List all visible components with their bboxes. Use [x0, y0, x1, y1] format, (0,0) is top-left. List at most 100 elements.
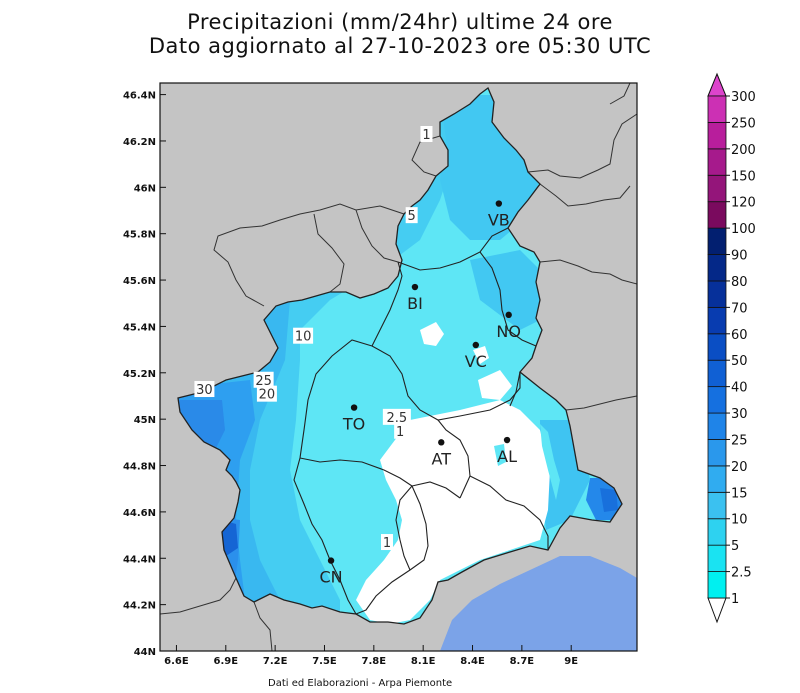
colorbar-swatch — [707, 412, 727, 440]
colorbar-swatch — [707, 571, 727, 599]
city-label-at: AT — [432, 449, 452, 468]
lat-tick-label: 44.4N — [123, 554, 156, 565]
lat-tick-label: 44.8N — [123, 462, 156, 473]
colorbar-swatch — [707, 201, 727, 229]
neighbour-borders — [160, 83, 637, 651]
city-at: AT — [432, 439, 452, 468]
colorbar-legend: 1 2.5 5 10 15 20 25 30 40 50 60 70 80 90 100 120 150 200 2… — [707, 72, 756, 624]
lon-tick-label: 8.1E — [411, 656, 436, 667]
colorbar-level-label: 1 — [731, 592, 739, 607]
colorbar-swatch — [707, 122, 727, 150]
colorbar-level-label: 2.5 — [731, 566, 752, 581]
data-credit: Dati ed Elaborazioni - Arpa Piemonte — [268, 678, 453, 689]
contour-label: 30 — [194, 381, 215, 398]
colorbar-level-label: 300 — [731, 90, 756, 105]
contour-label: 10 — [293, 327, 314, 345]
region-border — [177, 86, 623, 625]
colorbar-swatch — [707, 439, 727, 467]
lat-tick-label: 45.4N — [123, 322, 156, 333]
city-label-bi: BI — [407, 294, 423, 313]
colorbar-level-label: 40 — [731, 381, 748, 396]
city-markers: VB BI NO VC TO AT AL CN — [319, 200, 521, 587]
contour-label: 25 — [253, 371, 274, 389]
svg-text:2.5: 2.5 — [387, 411, 408, 426]
colorbar-level-label: 25 — [731, 433, 748, 448]
colorbar-swatch — [707, 333, 727, 361]
colorbar-under-arrow — [707, 597, 727, 624]
lon-tick-label: 7.5E — [312, 656, 337, 667]
contour-label: 1 — [420, 126, 433, 143]
lat-tick-label: 45.2N — [123, 369, 156, 380]
colorbar-swatch — [707, 280, 727, 308]
lat-tick-label: 44N — [134, 647, 156, 658]
city-label-no: NO — [496, 322, 521, 341]
sea-area — [440, 556, 637, 651]
colorbar-swatch — [707, 174, 727, 203]
province-borders — [293, 227, 549, 615]
colorbar-level-label: 15 — [731, 486, 748, 501]
svg-text:1: 1 — [383, 536, 391, 551]
lat-tick-label: 45N — [134, 415, 156, 426]
colorbar-level-label: 50 — [731, 354, 748, 369]
city-to: TO — [342, 404, 365, 434]
svg-text:5: 5 — [408, 209, 416, 224]
city-label-to: TO — [342, 415, 365, 434]
city-no: NO — [496, 311, 521, 341]
lat-tick-label: 44.6N — [123, 508, 156, 519]
colorbar-swatch — [707, 544, 727, 572]
colorbar-swatch — [707, 491, 727, 520]
contour-label: 1 — [380, 534, 393, 551]
colorbar-level-label: 30 — [731, 407, 748, 422]
lon-tick-label: 8.7E — [510, 656, 535, 667]
city-label-cn: CN — [319, 568, 342, 587]
lat-tick-label: 46.4N — [123, 91, 156, 102]
colorbar-swatch — [707, 148, 727, 176]
map-frame — [159, 82, 638, 652]
lat-tick-label: 46.2N — [123, 137, 156, 148]
lat-tick-label: 44.2N — [123, 601, 156, 612]
lon-tick-label: 7.2E — [263, 656, 288, 667]
longitude-axis: 6.6E 6.9E 7.2E 7.5E 7.8E 8.1E 8.4E 8.7E 9E — [164, 645, 578, 667]
colorbar-swatch — [707, 306, 727, 335]
lat-tick-label: 46N — [134, 183, 156, 194]
colorbar-level-label: 80 — [731, 275, 748, 290]
colorbar-level-label: 100 — [731, 222, 756, 237]
contour-label: 2.5 — [382, 408, 411, 426]
lat-tick-label: 45.6N — [123, 276, 156, 287]
colorbar-level-label: 20 — [731, 460, 748, 475]
contour-label: 20 — [256, 385, 277, 403]
colorbar-level-label: 10 — [731, 513, 748, 528]
contour-label: 5 — [405, 207, 418, 224]
colorbar-swatch — [707, 95, 727, 123]
colorbar-level-label: 250 — [731, 116, 756, 131]
city-label-al: AL — [497, 447, 517, 466]
map-title-line1: Precipitazioni (mm/24hr) ultime 24 ore — [187, 10, 613, 34]
colorbar-level-label: 5 — [731, 539, 739, 554]
colorbar-swatch — [707, 227, 727, 255]
colorbar-level-label: 70 — [731, 301, 748, 316]
colorbar-swatch — [707, 518, 727, 546]
colorbar-swatch — [707, 386, 727, 414]
lon-tick-label: 6.6E — [164, 656, 189, 667]
svg-text:10: 10 — [295, 330, 312, 345]
map-title-line2: Dato aggiornato al 27-10-2023 ore 05:30 … — [148, 34, 652, 58]
city-vc: VC — [465, 341, 487, 371]
svg-text:25: 25 — [255, 374, 272, 389]
lon-tick-label: 9E — [564, 656, 578, 667]
contour-labels: 1 5 10 25 20 30 2.5 1 1 — [194, 126, 433, 551]
colorbar-level-label: 120 — [731, 196, 756, 211]
city-al: AL — [497, 436, 517, 466]
city-bi: BI — [407, 283, 423, 313]
colorbar-level-label: 60 — [731, 328, 748, 343]
colorbar-swatch — [707, 465, 727, 493]
city-vb: VB — [488, 200, 510, 230]
city-label-vb: VB — [488, 211, 510, 230]
lat-tick-label: 45.8N — [123, 230, 156, 241]
colorbar-level-label: 90 — [731, 249, 748, 264]
lon-tick-label: 6.9E — [214, 656, 239, 667]
lon-tick-label: 8.4E — [460, 656, 485, 667]
city-cn: CN — [319, 557, 343, 587]
svg-text:30: 30 — [196, 383, 213, 398]
colorbar-level-label: 150 — [731, 169, 756, 184]
